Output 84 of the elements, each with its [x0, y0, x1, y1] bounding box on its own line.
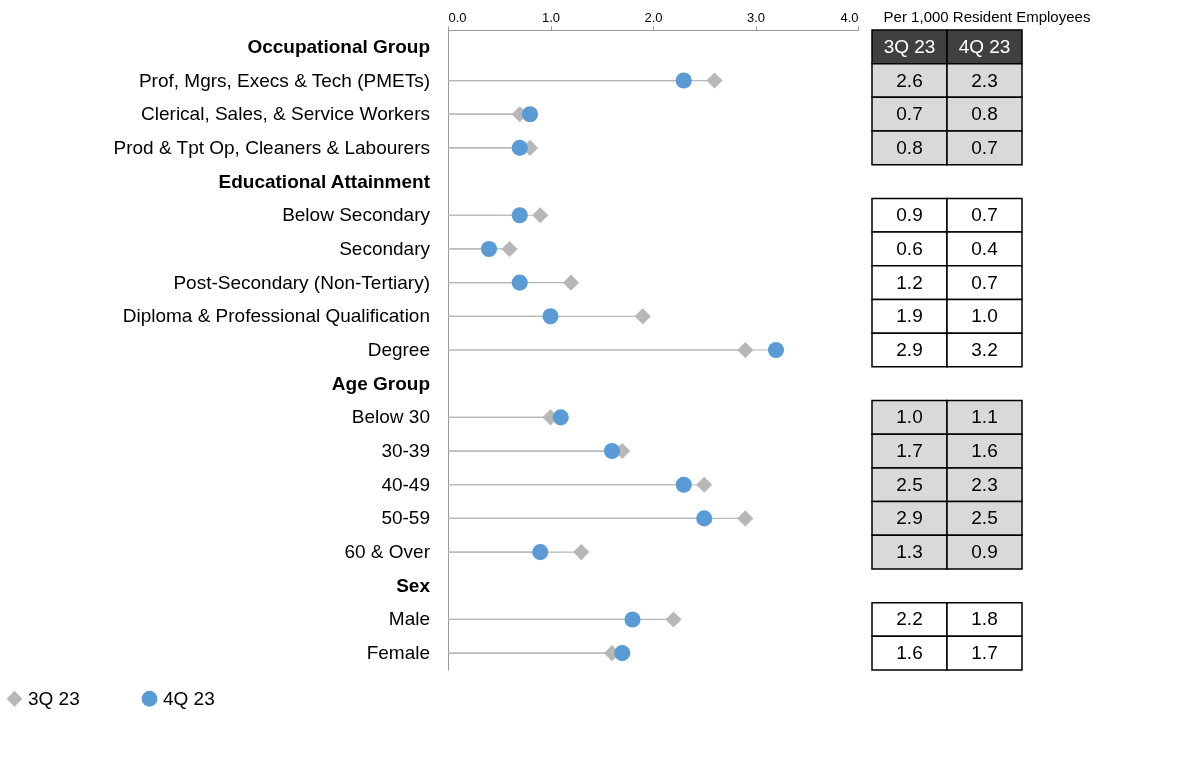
y-tick-label: 50-59 — [381, 507, 430, 529]
point — [511, 207, 528, 224]
text: 1.9 — [896, 305, 923, 327]
point — [624, 611, 641, 628]
text: 0.9 — [896, 204, 923, 226]
text: 1.7 — [971, 642, 998, 664]
text: Per 1,000 Resident Employees — [883, 8, 1091, 26]
point — [665, 611, 682, 628]
text: 1.0 — [896, 406, 923, 428]
legend-label: 3Q 23 — [28, 687, 80, 709]
y-tick-label: Below 30 — [351, 406, 430, 428]
y-tick-label: Prof, Mgrs, Execs & Tech (PMETs) — [138, 69, 430, 91]
point — [511, 139, 528, 156]
y-tick-label: Prod & Tpt Op, Cleaners & Labourers — [113, 136, 430, 158]
text: 0.9 — [971, 541, 998, 563]
text: 2.9 — [896, 339, 923, 360]
text: 1.2 — [896, 271, 923, 293]
x-tick-label: 1.0 — [541, 9, 561, 25]
text: 1.7 — [896, 440, 923, 462]
y-tick-label: Clerical, Sales, & Service Workers — [141, 103, 430, 125]
y-tick-label: Female — [366, 642, 430, 664]
point — [706, 72, 723, 89]
y-tick-label: Educational Attainment — [218, 170, 431, 192]
text: 0.8 — [896, 136, 923, 158]
text: 1.3 — [896, 541, 923, 563]
y-tick-label: Diploma & Professional Qualification — [122, 305, 430, 327]
point — [737, 341, 754, 359]
text: 2.9 — [896, 507, 923, 529]
text: 4Q 23 — [958, 35, 1011, 57]
point — [675, 476, 692, 493]
point — [480, 240, 498, 257]
y-tick-label: Below Secondary — [282, 204, 431, 226]
point — [562, 274, 580, 291]
point — [542, 308, 559, 325]
text: 0.6 — [896, 237, 923, 259]
point — [675, 72, 692, 89]
point — [634, 308, 651, 325]
text: 2.5 — [896, 473, 923, 495]
text: 1.1 — [971, 406, 998, 428]
y-tick-label: Age Group — [331, 372, 430, 394]
point — [737, 510, 754, 527]
point — [696, 510, 713, 527]
point — [501, 240, 518, 258]
point — [767, 341, 785, 359]
text: 2.5 — [971, 507, 998, 529]
point — [603, 443, 621, 460]
y-tick-label: Degree — [367, 339, 430, 360]
point — [614, 645, 631, 662]
text: 1.6 — [971, 440, 998, 462]
text: 0.7 — [971, 136, 998, 158]
y-tick-label: Sex — [396, 574, 431, 596]
point — [521, 106, 539, 123]
point — [532, 207, 549, 224]
text: 0.7 — [971, 271, 998, 293]
point — [532, 544, 549, 561]
y-tick-label: 60 & Over — [344, 541, 431, 563]
text: 2.3 — [971, 69, 998, 91]
y-tick-label: Secondary — [339, 237, 431, 259]
text: 2.6 — [896, 69, 923, 91]
text: 1.8 — [971, 608, 998, 630]
x-tick-label: 2.0 — [644, 9, 663, 25]
point — [573, 544, 590, 561]
point — [552, 409, 569, 426]
y-tick-label: Male — [388, 608, 430, 630]
y-tick-label: 30-39 — [381, 440, 430, 462]
text: 2.3 — [971, 473, 998, 495]
text: 1.0 — [971, 305, 998, 327]
y-tick-label: 40-49 — [381, 473, 430, 495]
text: 0.8 — [971, 103, 998, 125]
point — [696, 476, 713, 493]
y-tick-label: Occupational Group — [247, 35, 430, 57]
y-tick-label: Post-Secondary (Non-Tertiary) — [173, 271, 430, 293]
x-tick-label: 0.0 — [448, 9, 467, 25]
point — [511, 274, 528, 291]
text: 0.7 — [971, 204, 998, 226]
x-tick-label: 3.0 — [746, 9, 766, 25]
text: 1.6 — [896, 642, 923, 664]
text: 0.7 — [896, 103, 923, 125]
text: 0.4 — [971, 237, 999, 259]
text: 3.2 — [971, 339, 998, 360]
text: 2.2 — [896, 608, 923, 630]
x-tick-label: 4.0 — [840, 9, 859, 25]
legend-label: 4Q 23 — [163, 687, 215, 709]
text: 3Q 23 — [883, 35, 936, 57]
